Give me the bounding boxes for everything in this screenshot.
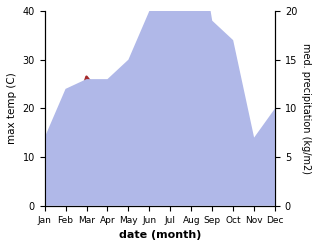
- Y-axis label: max temp (C): max temp (C): [7, 72, 17, 144]
- X-axis label: date (month): date (month): [119, 230, 201, 240]
- Y-axis label: med. precipitation (kg/m2): med. precipitation (kg/m2): [301, 43, 311, 174]
